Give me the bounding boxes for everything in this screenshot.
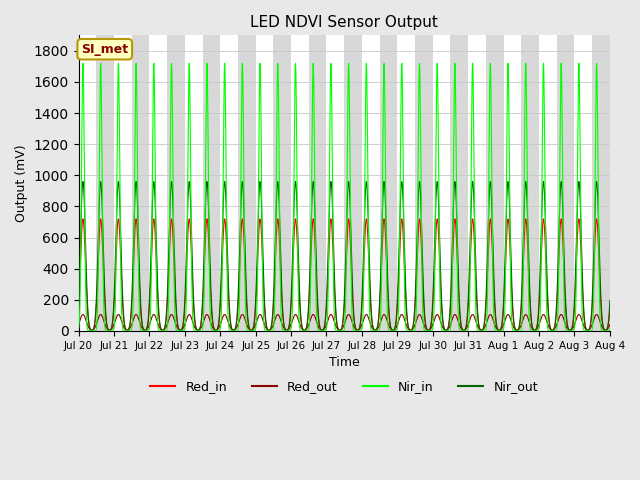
Bar (451, 36, 468, 331)
Bar (167, 36, 185, 331)
Bar (557, 36, 575, 331)
Bar (273, 36, 291, 331)
Bar (308, 36, 326, 331)
Bar (592, 36, 610, 331)
Bar (415, 36, 433, 331)
Title: LED NDVI Sensor Output: LED NDVI Sensor Output (250, 15, 438, 30)
Bar (380, 36, 397, 331)
Bar (96, 36, 114, 331)
Bar (238, 36, 255, 331)
Bar (344, 36, 362, 331)
Bar (132, 36, 149, 331)
Bar (486, 36, 504, 331)
Text: SI_met: SI_met (81, 43, 128, 56)
Bar (202, 36, 220, 331)
Bar (522, 36, 539, 331)
Legend: Red_in, Red_out, Nir_in, Nir_out: Red_in, Red_out, Nir_in, Nir_out (145, 375, 543, 398)
Y-axis label: Output (mV): Output (mV) (15, 144, 28, 222)
X-axis label: Time: Time (329, 356, 360, 369)
